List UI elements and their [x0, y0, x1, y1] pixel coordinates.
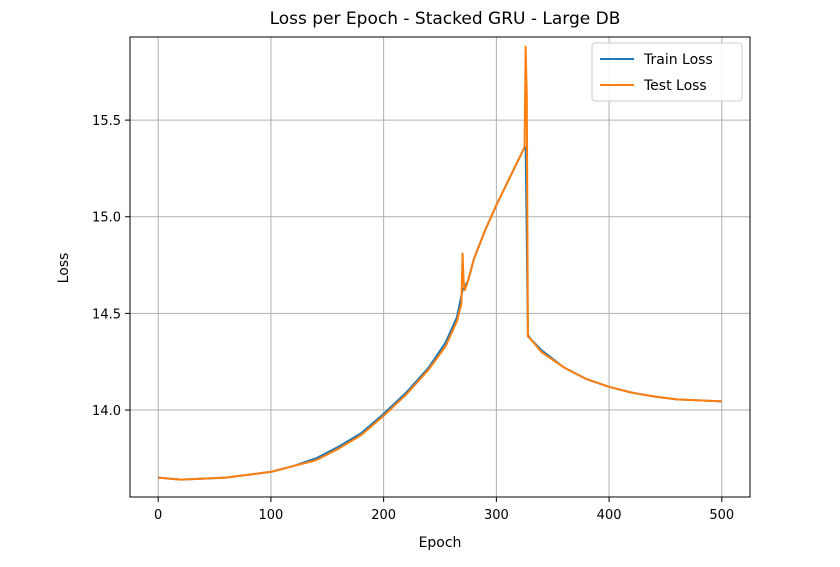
series-line-2: [158, 45, 722, 481]
y-ticks: 14.0 14.5 15.0 15.5: [92, 114, 130, 419]
y-tick-label: 14.0: [92, 404, 121, 419]
x-tick-label: 0: [154, 508, 162, 523]
x-axis-label: Epoch: [419, 535, 462, 551]
chart-title: Loss per Epoch - Stacked GRU - Large DB: [270, 9, 621, 29]
y-tick-label: 14.5: [92, 307, 121, 322]
legend: Train Loss Test Loss: [591, 42, 743, 102]
x-ticks: 0 100 200 300 400 500: [154, 497, 734, 523]
series-layer: [158, 45, 722, 481]
x-tick-label: 400: [597, 508, 622, 523]
legend-label: Test Loss: [643, 78, 707, 94]
legend-label: Train Loss: [643, 52, 713, 68]
plot-frame: [129, 36, 751, 498]
x-tick-label: 200: [371, 508, 396, 523]
x-tick-label: 100: [258, 508, 283, 523]
y-tick-label: 15.5: [92, 114, 121, 129]
legend-box: [591, 42, 743, 102]
x-tick-label: 500: [709, 508, 734, 523]
y-tick-label: 15.0: [92, 211, 121, 226]
x-tick-label: 300: [484, 508, 509, 523]
grid: [130, 37, 750, 497]
y-axis-label: Loss: [56, 253, 72, 284]
